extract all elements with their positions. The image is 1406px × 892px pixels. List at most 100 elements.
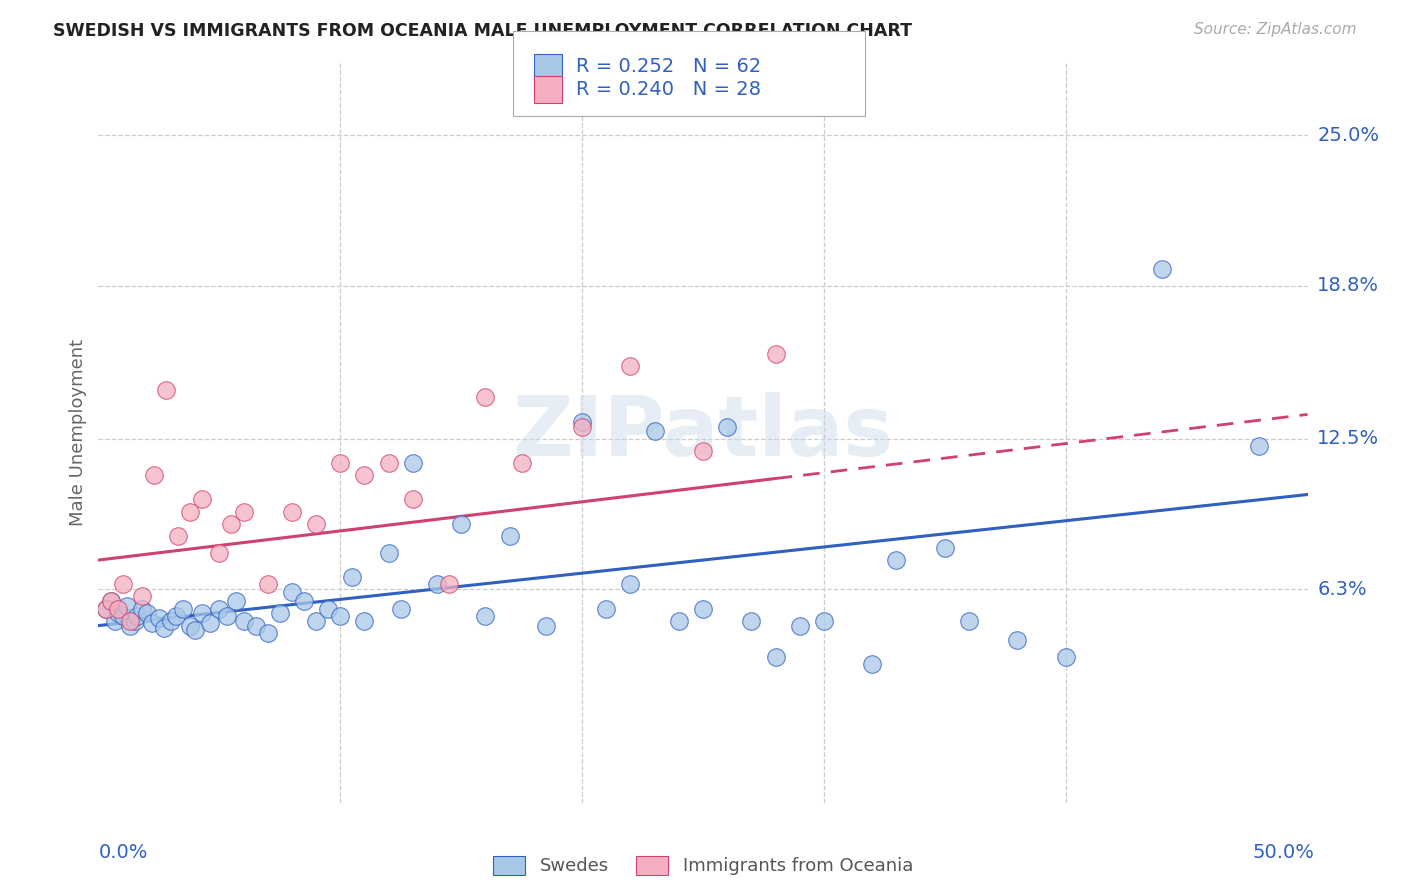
Point [402, 492, 425, 507]
Point [377, 456, 399, 470]
Text: 0.0%: 0.0% [98, 843, 148, 862]
Point [353, 614, 375, 628]
Point [692, 443, 714, 458]
Point [111, 577, 134, 591]
Point [107, 607, 129, 621]
Point [179, 618, 201, 632]
Point [353, 468, 375, 483]
Legend: Swedes, Immigrants from Oceania: Swedes, Immigrants from Oceania [485, 849, 921, 882]
Point [208, 601, 231, 615]
Point [135, 607, 157, 621]
Point [316, 601, 339, 615]
Point [740, 614, 762, 628]
Point [225, 594, 247, 608]
Point [208, 546, 231, 560]
Point [510, 456, 533, 470]
Point [886, 553, 908, 567]
Point [118, 614, 141, 628]
Text: 12.5%: 12.5% [1317, 429, 1379, 448]
Point [94, 601, 117, 615]
Point [329, 456, 352, 470]
Point [813, 614, 835, 628]
Point [498, 529, 520, 543]
Point [329, 608, 352, 623]
Point [281, 584, 304, 599]
Point [571, 419, 593, 434]
Point [155, 383, 177, 397]
Point [957, 614, 980, 628]
Point [104, 614, 127, 628]
Point [143, 468, 166, 483]
Point [184, 624, 207, 638]
Text: 50.0%: 50.0% [1253, 843, 1315, 862]
Point [100, 594, 122, 608]
Point [765, 650, 787, 665]
Point [934, 541, 956, 555]
Point [534, 618, 557, 632]
Point [1152, 261, 1174, 276]
Point [215, 608, 238, 623]
Y-axis label: Male Unemployment: Male Unemployment [69, 339, 87, 526]
Text: 6.3%: 6.3% [1317, 580, 1367, 599]
Point [131, 601, 153, 615]
Point [118, 618, 141, 632]
Text: 18.8%: 18.8% [1317, 277, 1379, 295]
Point [221, 516, 243, 531]
Point [148, 611, 170, 625]
Point [342, 570, 364, 584]
Point [644, 425, 666, 439]
Point [668, 614, 690, 628]
Text: R = 0.252   N = 62: R = 0.252 N = 62 [576, 57, 762, 77]
Point [305, 614, 328, 628]
Point [232, 614, 254, 628]
Point [765, 347, 787, 361]
Point [111, 608, 134, 623]
Point [256, 626, 278, 640]
Point [179, 504, 201, 518]
Point [191, 607, 214, 621]
Point [619, 577, 641, 591]
Point [595, 601, 617, 615]
Point [474, 608, 496, 623]
Point [152, 621, 174, 635]
Point [131, 590, 153, 604]
Point [232, 504, 254, 518]
Point [198, 616, 221, 631]
Point [160, 614, 183, 628]
Point [437, 577, 460, 591]
Point [789, 618, 811, 632]
Point [191, 492, 214, 507]
Point [426, 577, 449, 591]
Point [245, 618, 267, 632]
Point [165, 608, 187, 623]
Point [389, 601, 412, 615]
Point [305, 516, 328, 531]
Point [269, 607, 291, 621]
Point [1249, 439, 1271, 453]
Point [127, 608, 149, 623]
Point [1007, 633, 1029, 648]
Text: R = 0.240   N = 28: R = 0.240 N = 28 [576, 79, 762, 99]
Point [124, 614, 146, 628]
Text: Source: ZipAtlas.com: Source: ZipAtlas.com [1194, 22, 1357, 37]
Point [377, 546, 399, 560]
Point [107, 601, 129, 615]
Point [141, 616, 163, 631]
Point [860, 657, 883, 672]
Point [100, 594, 122, 608]
Point [1054, 650, 1077, 665]
Point [256, 577, 278, 591]
Point [716, 419, 738, 434]
Point [571, 415, 593, 429]
Point [292, 594, 315, 608]
Text: SWEDISH VS IMMIGRANTS FROM OCEANIA MALE UNEMPLOYMENT CORRELATION CHART: SWEDISH VS IMMIGRANTS FROM OCEANIA MALE … [53, 22, 912, 40]
Point [172, 601, 194, 615]
Point [167, 529, 190, 543]
Text: 25.0%: 25.0% [1317, 126, 1379, 145]
Point [402, 456, 425, 470]
Point [94, 601, 117, 615]
Point [619, 359, 641, 373]
Point [474, 391, 496, 405]
Point [450, 516, 472, 531]
Point [281, 504, 304, 518]
